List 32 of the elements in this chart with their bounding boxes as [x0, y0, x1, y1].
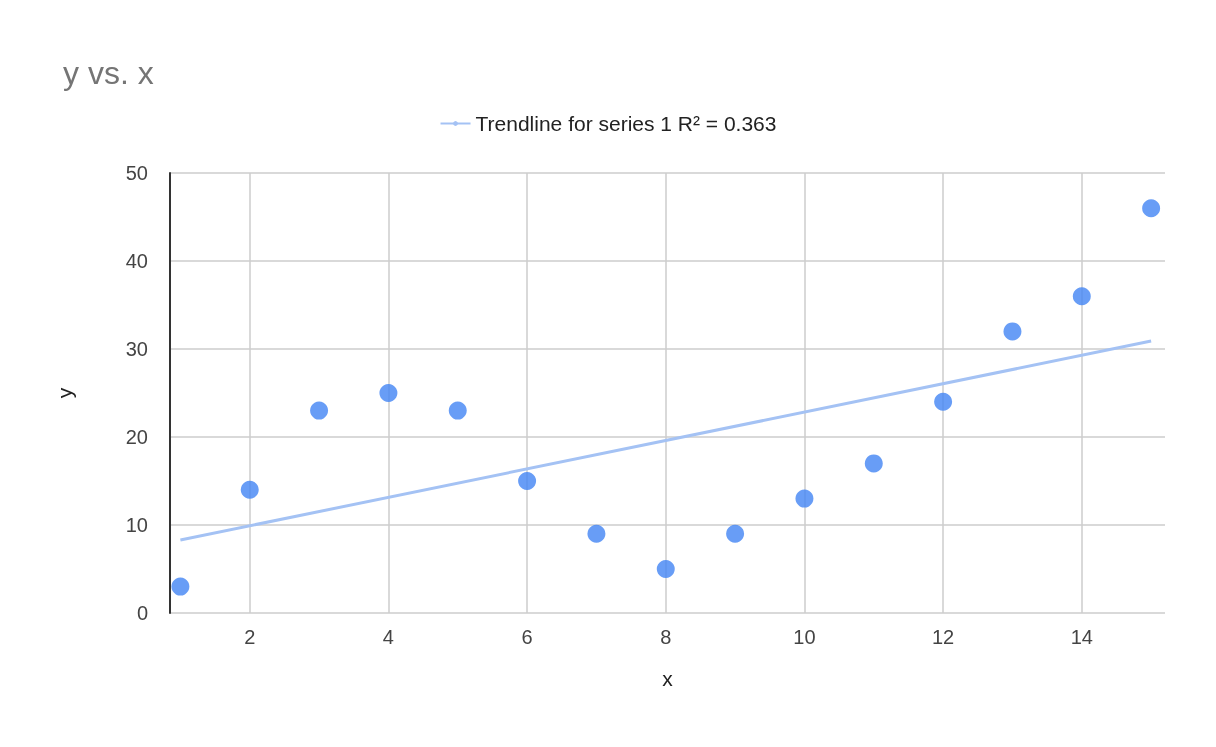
x-tick-label: 2: [244, 626, 256, 648]
x-tick-label: 4: [382, 626, 394, 648]
y-tick-label: 50: [125, 162, 148, 184]
legend-label: Trendline for series 1 R² = 0.363: [475, 112, 777, 135]
chart-title: y vs. x: [63, 55, 154, 91]
point: [518, 472, 537, 490]
y-tick-label: 10: [125, 514, 148, 536]
x-tick-label: 10: [793, 626, 816, 648]
point: [795, 489, 814, 508]
y-tick-label: 0: [136, 602, 148, 624]
point: [587, 524, 606, 543]
y-axis-title: y: [53, 387, 76, 399]
point: [656, 560, 675, 578]
x-tick-label: 6: [521, 626, 533, 648]
x-tick-label: 14: [1070, 626, 1093, 648]
point: [1003, 322, 1022, 341]
x-axis-title: x: [662, 667, 674, 690]
x-tick-label: 8: [660, 626, 672, 648]
point: [310, 401, 329, 420]
point: [379, 384, 398, 402]
x-tick-label: 12: [931, 626, 955, 648]
point: [726, 524, 745, 543]
point: [171, 577, 190, 596]
point: [1142, 199, 1161, 218]
point: [240, 480, 259, 499]
y-tick-label: 20: [125, 426, 148, 448]
point: [448, 401, 467, 420]
y-tick-label: 40: [125, 250, 148, 272]
point: [934, 392, 953, 411]
point: [864, 454, 883, 473]
point: [1072, 287, 1091, 306]
y-tick-label: 30: [125, 338, 148, 360]
